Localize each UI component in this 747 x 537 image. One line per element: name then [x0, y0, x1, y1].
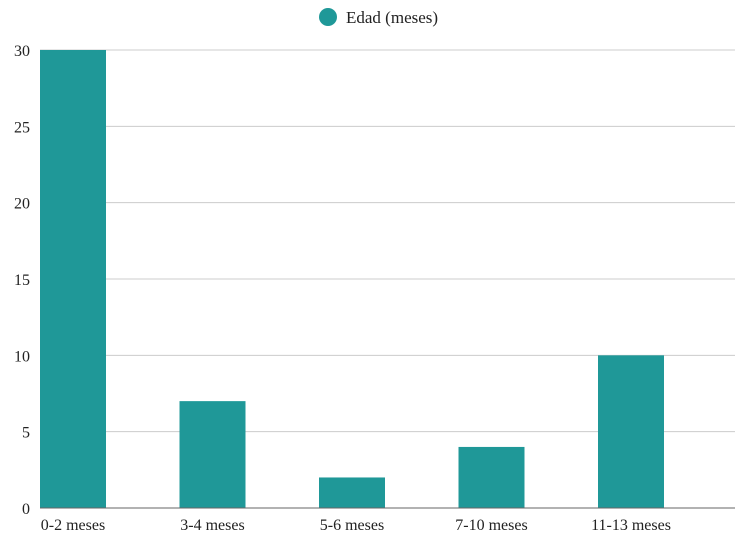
x-tick-label: 5-6 meses	[320, 517, 384, 534]
bar	[458, 446, 525, 508]
y-tick-label: 20	[14, 196, 30, 213]
bars	[40, 50, 664, 508]
y-tick-label: 15	[14, 272, 30, 289]
y-tick-label: 25	[14, 119, 30, 136]
bar	[319, 477, 385, 508]
y-tick-label: 0	[22, 501, 30, 518]
bar	[598, 355, 664, 508]
legend-marker	[319, 8, 337, 26]
y-tick-label: 10	[14, 348, 30, 365]
legend: Edad (meses)	[319, 8, 438, 27]
y-tick-label: 5	[22, 425, 30, 442]
bar	[40, 50, 106, 508]
y-tick-label: 30	[14, 43, 30, 60]
x-tick-label: 3-4 meses	[180, 517, 244, 534]
x-tick-label: 7-10 meses	[455, 517, 527, 534]
x-tick-label: 0-2 meses	[41, 517, 105, 534]
legend-label: Edad (meses)	[346, 8, 438, 27]
bar	[179, 401, 246, 508]
y-axis-ticks: 0 5 10 15 20 25 30	[14, 43, 30, 518]
x-tick-label: 11-13 meses	[591, 517, 671, 534]
x-axis-ticks: 0-2 meses 3-4 meses 5-6 meses 7-10 meses 11-…	[41, 517, 671, 534]
